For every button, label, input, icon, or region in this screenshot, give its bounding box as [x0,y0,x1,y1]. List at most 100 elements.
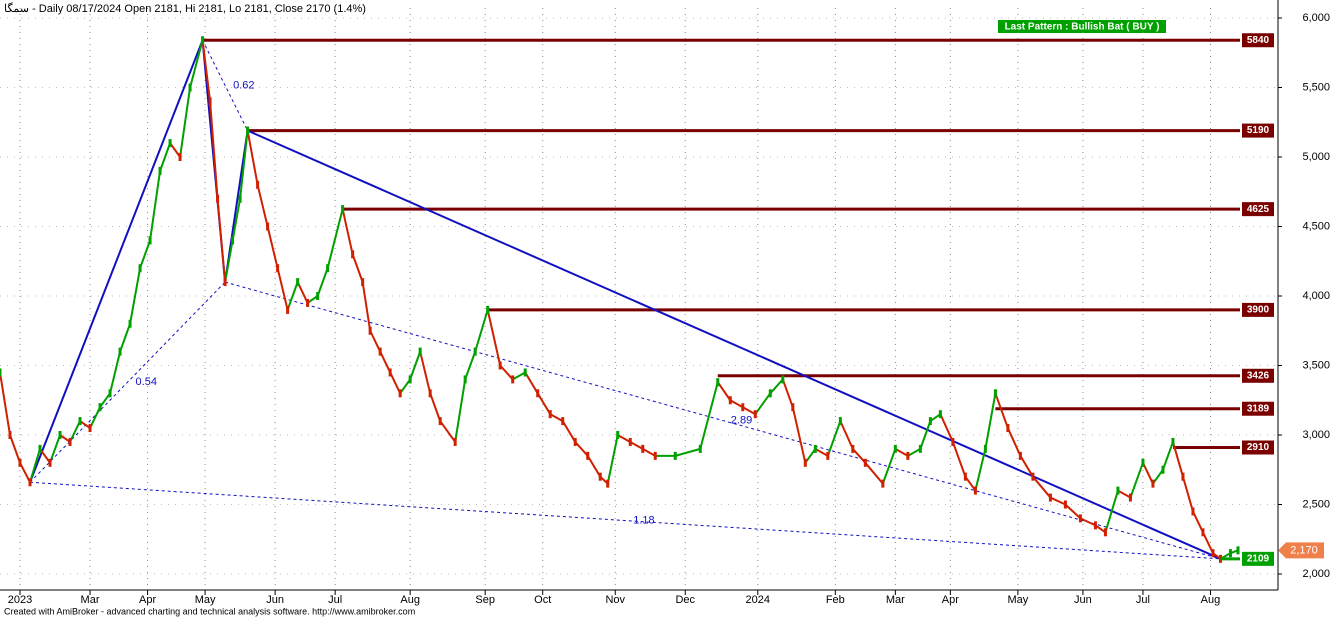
price-segment [231,198,242,241]
x-tick-label: 2024 [746,594,770,606]
candle [973,486,977,495]
price-segment [881,448,897,484]
price-segment [699,381,719,450]
candle [88,424,92,433]
price-segment [149,170,162,241]
candle [928,417,932,426]
candle [813,444,817,453]
price-segment [79,420,91,429]
candle [428,389,432,398]
candle [1171,437,1175,446]
price-segment [266,226,279,269]
price-segment [256,184,269,227]
candle [361,278,365,287]
candle [863,458,867,467]
candle [1228,549,1232,558]
candle [128,319,132,328]
candle [561,417,565,426]
candle [118,347,122,356]
price-segment [9,434,21,464]
price-segment [642,448,656,457]
price-segment [1192,511,1204,533]
price-segment [716,381,732,401]
candle [58,431,62,439]
price-segment [804,448,817,464]
price-segment [826,420,842,457]
price-segment [474,309,489,352]
candle [276,264,280,273]
ratio-label: 0.54 [136,376,157,388]
candle [1031,472,1035,481]
last-price-label: 2,170 [1290,544,1318,556]
candle [266,222,270,231]
level-label: 3900 [1247,305,1270,316]
candle [1141,458,1145,467]
price-segment [729,399,744,409]
x-tick-label: Jun [266,594,284,606]
price-segment [617,434,631,443]
candle [893,444,897,453]
x-tick-label: Nov [605,594,625,606]
price-segment [1094,524,1107,534]
candle [418,347,422,356]
price-segment [0,372,11,436]
x-tick-label: Aug [400,594,420,606]
candle [78,417,82,426]
last-price-badge [1278,542,1324,559]
candle [606,479,610,488]
candle [838,417,842,426]
price-segment [276,267,289,311]
candle [573,437,577,446]
price-segment [409,351,422,380]
candle [223,278,227,287]
price-segment [361,281,372,331]
candle [316,292,320,300]
candle [498,361,502,370]
y-tick-label: 4,000 [1302,290,1330,302]
candle [918,444,922,453]
candle [1103,528,1107,537]
price-segment [1182,476,1194,512]
candle [523,368,527,377]
candle [983,444,987,453]
candle [1116,486,1120,495]
candle [38,444,42,453]
price-segment [216,198,227,283]
price-segment [369,330,382,353]
target-label: 2109 [1247,553,1270,564]
price-segment [1129,462,1144,498]
price-segment [1080,517,1096,527]
price-segment [974,448,987,491]
price-segment [1019,455,1034,478]
candle [238,194,242,203]
candle [398,389,402,398]
price-segment [486,309,502,366]
candle [653,451,657,460]
y-tick-label: 3,000 [1302,429,1330,441]
price-segment [1104,490,1119,533]
price-segment [939,413,954,443]
x-tick-label: Aug [1201,594,1221,606]
price-segment [574,441,589,457]
candle [768,389,772,398]
price-segment [1117,489,1131,499]
price-segment [606,434,619,484]
price-segment [99,392,111,408]
x-tick-label: May [195,594,216,606]
x-tick-label: Oct [534,594,551,606]
candle [1048,493,1052,502]
candle [993,389,997,398]
candle [826,451,830,460]
price-segment [984,393,997,450]
candle [168,139,172,148]
price-segment [429,392,442,422]
y-tick-label: 2,500 [1302,498,1330,510]
price-segment [499,364,514,381]
candle [148,236,152,245]
candle [256,180,260,189]
candle [388,368,392,377]
price-segment [246,130,259,185]
ratio-label: 1.18 [633,514,654,526]
candle [408,375,412,384]
y-tick-label: 3,500 [1302,359,1330,371]
